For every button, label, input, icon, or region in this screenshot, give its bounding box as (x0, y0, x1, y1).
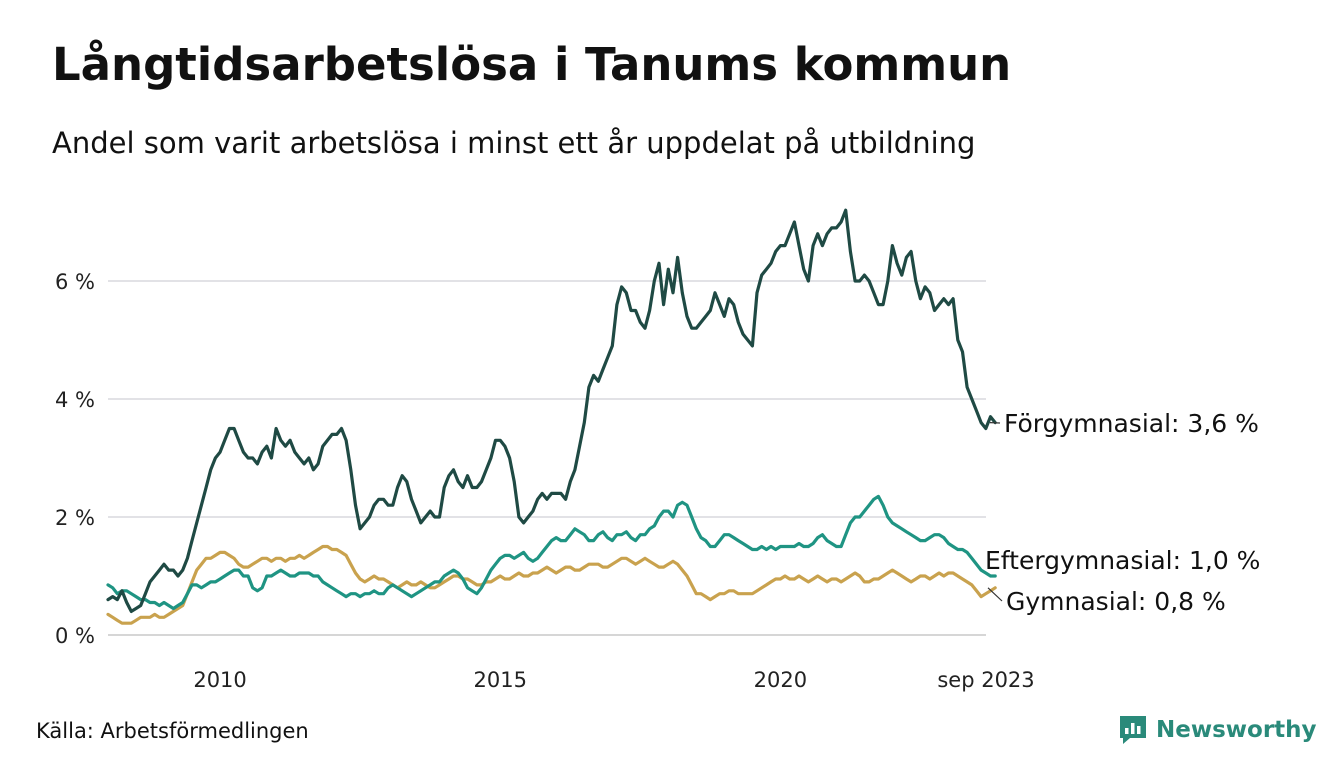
series-label-eftergymnasial: Eftergymnasial: 1,0 % (985, 546, 1260, 575)
x-tick-label: 2020 (754, 668, 807, 692)
y-tick-label: 6 % (55, 270, 95, 294)
x-tick-label: 2010 (193, 668, 246, 692)
series-line-gymnasial (106, 544, 997, 625)
series-label-förgymnasial: Förgymnasial: 3,6 % (1004, 409, 1259, 438)
y-tick-label: 0 % (55, 624, 95, 648)
y-tick-label: 4 % (55, 388, 95, 412)
series-line-förgymnasial (106, 208, 997, 613)
label-leader-line (987, 587, 1003, 602)
x-tick-label: sep 2023 (937, 668, 1034, 692)
series-line-eftergymnasial (106, 494, 997, 611)
chart-title: Långtidsarbetslösa i Tanums kommun (52, 38, 1012, 91)
x-tick-label: 2015 (473, 668, 526, 692)
newsworthy-logo-text: Newsworthy (1156, 717, 1317, 743)
newsworthy-logo: Newsworthy (1118, 714, 1317, 746)
series-label-gymnasial: Gymnasial: 0,8 % (1006, 587, 1226, 616)
source-note: Källa: Arbetsförmedlingen (36, 719, 309, 743)
chart-subtitle: Andel som varit arbetslösa i minst ett å… (52, 126, 976, 160)
y-tick-label: 2 % (55, 506, 95, 530)
newsworthy-chart-icon (1120, 716, 1146, 744)
